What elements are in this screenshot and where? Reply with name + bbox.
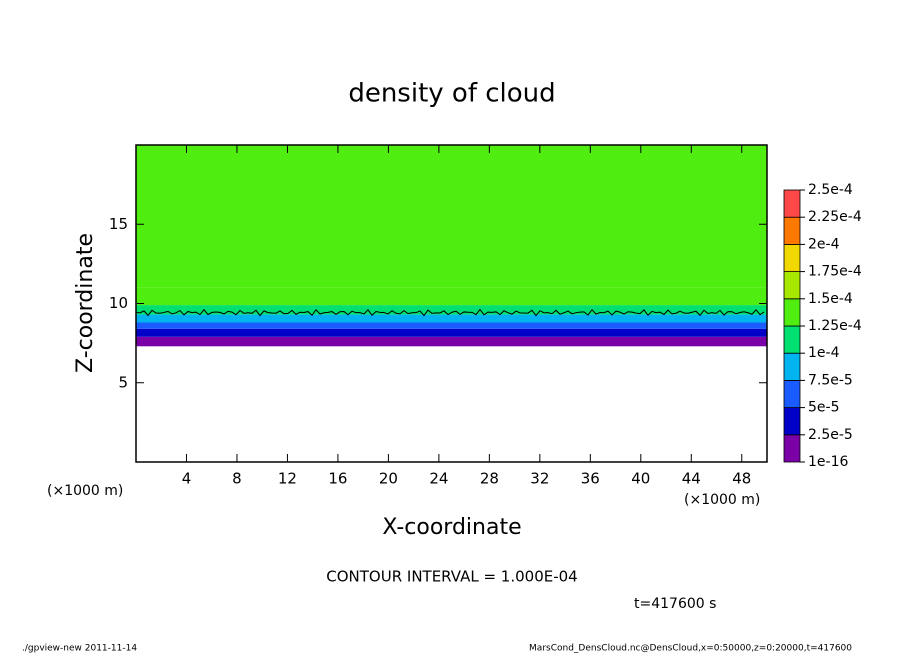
- colorbar-label: 2.5e-4: [808, 182, 853, 198]
- colorbar-box: [783, 325, 801, 354]
- field-band: [136, 314, 767, 323]
- time-label: t=417600 s: [634, 596, 716, 612]
- footer: MarsCond_DensCloud.nc@DensCloud,x=0:5000…: [529, 644, 852, 654]
- x-tick-label: 12: [278, 470, 297, 488]
- colorbar-label: 2.25e-4: [808, 209, 862, 225]
- colorbar-box: [783, 271, 801, 300]
- x-tick-label: 24: [429, 470, 448, 488]
- field-band: [136, 322, 767, 329]
- x-tick-label: 36: [581, 470, 600, 488]
- colorbar-label: 1e-16: [808, 454, 848, 470]
- colorbar-box: [783, 216, 801, 245]
- field-band: [136, 305, 767, 315]
- colorbar-label: 5e-5: [808, 400, 839, 416]
- x-tick-label: 8: [232, 470, 242, 488]
- x-tick-label: 28: [480, 470, 499, 488]
- x-tick-label: 44: [682, 470, 701, 488]
- x-unit: (×1000 m): [47, 483, 123, 499]
- colorbar-label: 2.5e-5: [808, 427, 853, 443]
- colorbar-box: [783, 379, 801, 408]
- colorbar-label: 1.75e-4: [808, 264, 862, 280]
- colorbar-box: [783, 434, 801, 463]
- x-tick-label: 20: [379, 470, 398, 488]
- field-band: [136, 336, 767, 347]
- chart-title: density of cloud: [348, 79, 555, 109]
- y-axis-label: Z-coordinate: [73, 233, 98, 373]
- field-band: [136, 328, 767, 337]
- footer: ./gpview-new 2011-11-14: [22, 644, 137, 654]
- colorbar-label: 1.25e-4: [808, 318, 862, 334]
- contour-line: [135, 308, 765, 317]
- y-tick-label: 10: [109, 294, 128, 312]
- x-tick-label: 4: [182, 470, 192, 488]
- colorbar-label: 1.5e-4: [808, 291, 853, 307]
- x-unit: (×1000 m): [684, 492, 760, 508]
- y-tick-label: 5: [118, 373, 128, 391]
- colorbar-box: [783, 298, 801, 327]
- colorbar-box: [783, 243, 801, 272]
- colorbar-box: [783, 352, 801, 381]
- colorbar-label: 7.5e-5: [808, 372, 853, 388]
- x-tick-label: 16: [328, 470, 347, 488]
- x-tick-label: 48: [732, 470, 751, 488]
- colorbar-label: 1e-4: [808, 345, 840, 361]
- field-band: [136, 145, 767, 288]
- contour-interval: CONTOUR INTERVAL = 1.000E-04: [326, 568, 577, 586]
- colorbar-box: [783, 189, 801, 218]
- x-tick-label: 40: [631, 470, 650, 488]
- colorbar-label: 2e-4: [808, 236, 840, 252]
- y-tick-label: 15: [109, 215, 128, 233]
- x-tick-label: 32: [530, 470, 549, 488]
- field-band: [136, 287, 767, 306]
- x-axis-label: X-coordinate: [382, 515, 521, 540]
- colorbar-box: [783, 407, 801, 436]
